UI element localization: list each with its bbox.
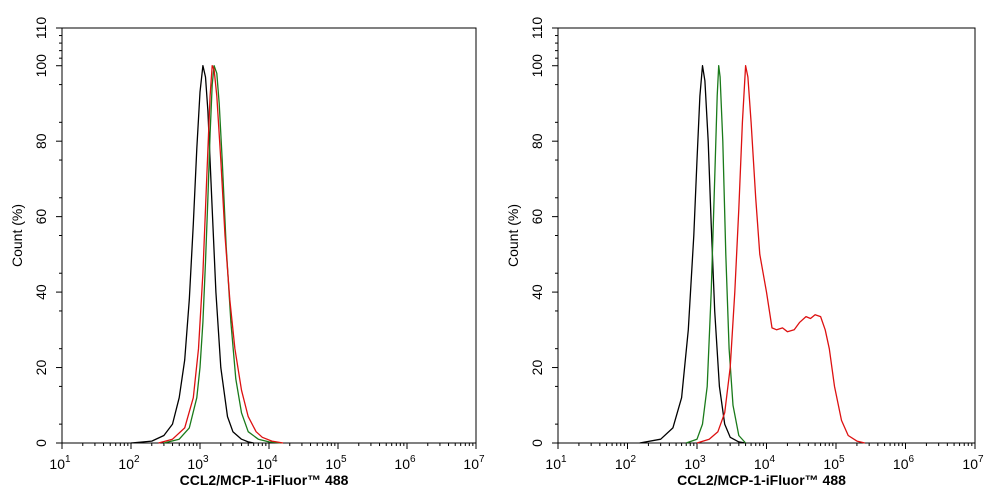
series-line-red	[696, 65, 865, 444]
chart-panel-2: 101 102 103 104 105 106 107 0 20 40 60 80 100 110 Coun…	[505, 17, 984, 488]
x-tick-label: 107	[463, 454, 485, 472]
x-tick-label: 101	[49, 454, 71, 472]
x-tick-label: 106	[394, 454, 416, 472]
series-line-black	[130, 65, 254, 444]
x-tick-label: 105	[325, 454, 347, 472]
x-tick-label: 106	[893, 454, 915, 472]
x-axis-title: CCL2/MCP-1-iFluor™ 488	[677, 472, 846, 488]
series-line-black	[639, 65, 746, 444]
x-axis-title: CCL2/MCP-1-iFluor™ 488	[180, 472, 349, 488]
x-tick-label: 101	[545, 454, 567, 472]
x-tick-label: 104	[256, 454, 278, 472]
x-tick-label: 103	[684, 454, 706, 472]
x-tick-label: 107	[962, 454, 984, 472]
x-tick-label: 104	[754, 454, 776, 472]
plot-frame	[557, 27, 976, 444]
y-tick-label: 110	[529, 17, 545, 40]
y-tick-label: 0	[33, 439, 49, 447]
y-tick-label: 60	[529, 209, 545, 225]
y-tick-label: 110	[33, 17, 49, 40]
y-tick-label: 80	[529, 133, 545, 149]
x-tick-label: 102	[615, 454, 637, 472]
y-tick-label: 80	[33, 133, 49, 149]
series-line-green	[163, 65, 282, 444]
y-tick-label: 40	[529, 284, 545, 300]
y-axis-title: Count (%)	[505, 204, 521, 267]
y-tick-label: 40	[33, 284, 49, 300]
y-tick-label: 100	[33, 54, 49, 78]
series-line-red	[158, 65, 284, 444]
x-tick-label: 105	[823, 454, 845, 472]
y-tick-label: 20	[33, 360, 49, 376]
plot-frame	[61, 27, 477, 444]
chart-panel-1: 101 102 103 104 105 106 107 0 20 40 60 80 100 110 Coun…	[9, 17, 485, 488]
y-tick-label: 60	[33, 209, 49, 225]
y-tick-label: 0	[529, 439, 545, 447]
x-tick-label: 103	[187, 454, 209, 472]
y-tick-label: 20	[529, 360, 545, 376]
x-tick-label: 102	[118, 454, 140, 472]
y-axis-title: Count (%)	[9, 204, 25, 267]
series-line-green	[685, 65, 747, 444]
y-tick-label: 100	[529, 54, 545, 78]
